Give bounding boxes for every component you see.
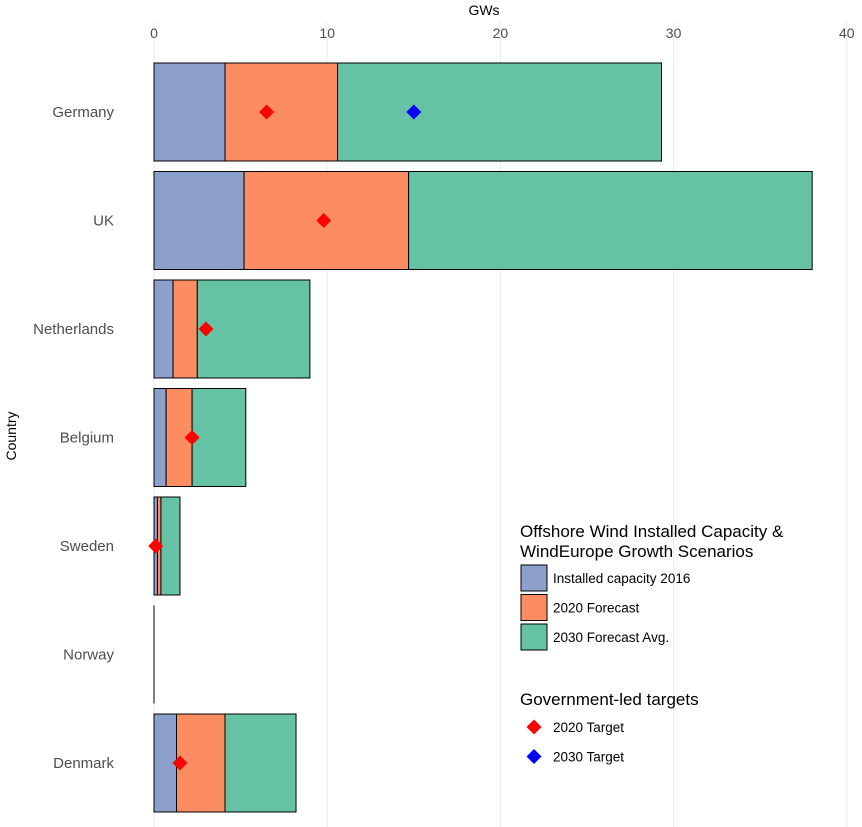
category-label-germany: Germany bbox=[52, 104, 114, 121]
bar-belgium-installed-capacity-2016 bbox=[153, 388, 167, 487]
legend-swatch-2020-forecast bbox=[520, 594, 548, 621]
x-tick-label-40: 40 bbox=[839, 25, 855, 41]
marker-uk-2020-target bbox=[316, 213, 332, 228]
marker-belgium-2020-target bbox=[184, 430, 200, 445]
bar-denmark-2030-forecast-avg bbox=[224, 713, 297, 813]
marker-germany-2020-target bbox=[259, 104, 275, 120]
legend-label-2030-forecast-avg: 2030 Forecast Avg. bbox=[553, 630, 669, 645]
legend-marker-2020-target bbox=[526, 719, 542, 735]
legend-targets-title: Government-led targets bbox=[520, 690, 699, 709]
x-axis-title: GWs bbox=[468, 2, 499, 18]
bar-netherlands-2020-forecast bbox=[172, 279, 198, 379]
legend-title-line-2: WindEurope Growth Scenarios bbox=[520, 542, 753, 561]
legend-label-2020-forecast: 2020 Forecast bbox=[553, 601, 640, 616]
legend-swatch-installed-capacity-2016 bbox=[520, 564, 548, 592]
bar-netherlands-2030-forecast-avg bbox=[196, 279, 311, 379]
bar-netherlands-installed-capacity-2016 bbox=[153, 279, 174, 379]
category-label-netherlands: Netherlands bbox=[33, 321, 114, 338]
marker-netherlands-2020-target bbox=[198, 321, 214, 337]
bar-germany-2030-forecast-avg bbox=[337, 62, 662, 162]
x-tick-label-20: 20 bbox=[493, 25, 509, 41]
marker-denmark-2020-target bbox=[172, 755, 188, 771]
legend-label-2030-target: 2030 Target bbox=[553, 750, 624, 765]
category-label-sweden: Sweden bbox=[60, 538, 114, 555]
category-label-uk: UK bbox=[93, 213, 114, 230]
bar-uk-2030-forecast-avg bbox=[408, 171, 813, 270]
x-tick-label-10: 10 bbox=[319, 25, 335, 41]
marker-sweden-2020-target bbox=[148, 538, 164, 554]
target-markers-group bbox=[148, 104, 422, 771]
bar-sweden-2030-forecast-avg bbox=[160, 496, 181, 596]
bars-group bbox=[153, 62, 813, 813]
bar-uk-installed-capacity-2016 bbox=[153, 171, 245, 270]
y-axis-title: Country bbox=[3, 411, 19, 460]
legend-label-2020-target: 2020 Target bbox=[553, 720, 624, 735]
category-label-denmark: Denmark bbox=[53, 755, 114, 772]
y-axis-categories: Germany UK Netherlands Belgium Sweden Norway D… bbox=[33, 104, 114, 772]
bar-germany-installed-capacity-2016 bbox=[153, 62, 226, 162]
x-tick-label-0: 0 bbox=[150, 25, 158, 41]
x-axis-ticks: 0 10 20 30 40 bbox=[150, 25, 855, 41]
category-label-belgium: Belgium bbox=[60, 430, 114, 447]
category-label-norway: Norway bbox=[63, 647, 114, 664]
legend-marker-2030-target bbox=[526, 749, 542, 764]
legend-title-line-1: Offshore Wind Installed Capacity & bbox=[520, 522, 784, 541]
x-tick-label-30: 30 bbox=[666, 25, 682, 41]
legend-label-installed-capacity-2016: Installed capacity 2016 bbox=[553, 571, 690, 586]
bar-germany-2020-forecast bbox=[224, 62, 339, 162]
legend-swatch-2030-forecast-avg bbox=[520, 623, 548, 651]
marker-germany-2030-target bbox=[406, 104, 422, 120]
bar-belgium-2030-forecast-avg bbox=[191, 388, 247, 487]
legend: Offshore Wind Installed Capacity &WindEu… bbox=[520, 522, 784, 765]
